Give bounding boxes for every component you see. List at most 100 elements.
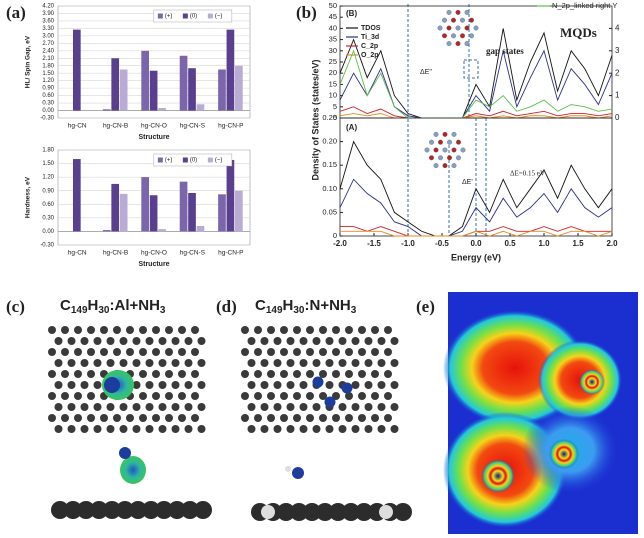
x-tick-label: hg-CN-B (103, 250, 128, 257)
atom (342, 503, 360, 521)
x-tick-label: hg-CN (68, 250, 87, 257)
lattice-atom (455, 9, 461, 15)
atom (93, 381, 102, 389)
atom (80, 359, 89, 367)
atom (184, 359, 193, 367)
atom (129, 501, 147, 519)
bar (119, 193, 128, 232)
dos-line (339, 49, 613, 119)
x-tick-label: 1.5 (572, 239, 584, 248)
atom (254, 414, 262, 422)
lattice-atom (451, 17, 456, 23)
atom (197, 425, 206, 433)
atom (277, 503, 295, 521)
atom (87, 326, 95, 334)
y-tick-label: 2.70 (42, 41, 54, 47)
atom (87, 370, 95, 378)
y-tick-label: 0.60 (42, 202, 54, 208)
atom (152, 348, 160, 356)
y-tick-label: 0.30 (42, 101, 54, 107)
annotation: MQDs (560, 25, 597, 40)
atom (325, 359, 334, 367)
atom (113, 414, 121, 422)
lattice-atom (456, 139, 461, 145)
atom (126, 326, 134, 334)
atom (80, 425, 89, 433)
lattice-atom (438, 139, 443, 145)
y-tick-label: -0.30 (40, 243, 54, 249)
atom (319, 348, 327, 356)
x-tick-label: hg-CN-O (141, 250, 167, 257)
atom (139, 392, 147, 400)
atom (178, 348, 186, 356)
atom (181, 501, 199, 519)
panel-label: (d) (216, 297, 237, 316)
atom (106, 359, 115, 367)
y-tick-label: 30 (329, 46, 337, 55)
atom (119, 359, 128, 367)
atom (351, 337, 360, 345)
atom (280, 326, 288, 334)
atom (113, 326, 121, 334)
atom (306, 326, 314, 334)
atom (145, 425, 154, 433)
atom (165, 392, 173, 400)
y-tick-label: 0.00 (42, 229, 54, 235)
atom (319, 392, 327, 400)
atom (106, 425, 115, 433)
lattice-atom (455, 41, 461, 47)
atom (184, 425, 193, 433)
atom (345, 348, 353, 356)
atom (316, 503, 334, 521)
atom (286, 337, 295, 345)
atom (355, 503, 373, 521)
orbital (120, 456, 146, 484)
atom (54, 337, 63, 345)
panel-label: (c) (6, 297, 25, 316)
atom (61, 370, 69, 378)
lattice-atom (429, 155, 434, 161)
panel-labels: (a) (b) (c) (d) (e) (6, 3, 435, 316)
atom (371, 370, 379, 378)
atom (119, 447, 131, 459)
atom (152, 392, 160, 400)
atom (100, 348, 108, 356)
atom (61, 348, 69, 356)
y-tick-label: 1.50 (42, 71, 54, 77)
atom (54, 403, 63, 411)
atom (254, 326, 262, 334)
atom (61, 414, 69, 422)
x-tick-label: hg-CN-S (180, 123, 206, 130)
panel-label: (b) (296, 3, 317, 22)
atom (329, 503, 347, 521)
atom (132, 359, 141, 367)
atom (67, 381, 76, 389)
atom (197, 359, 206, 367)
y2-tick-label: 3 (615, 46, 620, 55)
atom (178, 392, 186, 400)
y-tick-label: 0.60 (42, 93, 54, 99)
lattice-atom (438, 155, 443, 161)
dos-line (339, 49, 613, 119)
atom (390, 425, 399, 433)
atom (106, 403, 115, 411)
y2-tick-label: 1 (615, 91, 620, 100)
lattice-atom (447, 139, 452, 145)
bar (235, 190, 243, 232)
lattice-atom (429, 139, 434, 145)
lattice-atom (469, 33, 474, 39)
atom (132, 381, 141, 389)
atom (285, 466, 291, 472)
atom (191, 348, 199, 356)
atom (80, 337, 89, 345)
legend-label: N_2p_linked right Y (552, 1, 617, 10)
atom (132, 425, 141, 433)
atom (299, 359, 308, 367)
atom (247, 425, 256, 433)
atom (358, 392, 366, 400)
atom (139, 326, 147, 334)
x-tick-label: -1.0 (401, 239, 415, 248)
atom (280, 348, 288, 356)
atom (286, 381, 295, 389)
